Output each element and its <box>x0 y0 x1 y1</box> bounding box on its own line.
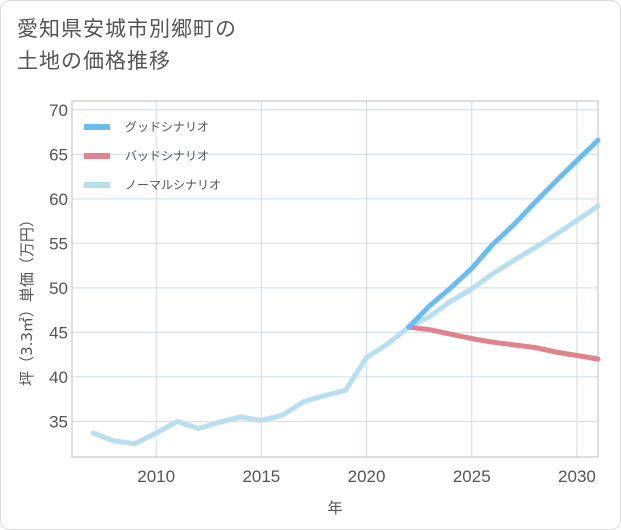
legend-label-normal: ノーマルシナリオ <box>125 178 221 192</box>
x-tick-label-2: 2020 <box>348 467 386 486</box>
grid-lines <box>72 101 598 457</box>
chart-title-line-1: 愛知県安城市別郷町の <box>17 17 237 41</box>
y-tick-label-1: 40 <box>49 368 68 387</box>
chart-title: 愛知県安城市別郷町の 土地の価格推移 <box>17 13 537 77</box>
series-line-good <box>406 137 601 330</box>
x-tick-label-1: 2015 <box>242 467 280 486</box>
x-axis-ticks: 2010 2015 2020 2025 2030 <box>137 467 596 486</box>
x-tick-label-0: 2010 <box>137 467 175 486</box>
y-axis-ticks: 35 40 45 50 55 60 65 70 <box>49 101 68 431</box>
x-tick-label-4: 2030 <box>558 467 596 486</box>
y-tick-label-3: 50 <box>49 279 68 298</box>
series-line-normal <box>90 203 601 447</box>
series-layer <box>90 137 601 447</box>
legend-label-bad: バッドシナリオ <box>125 149 209 163</box>
chart-title-line-2: 土地の価格推移 <box>17 49 171 73</box>
y-tick-label-2: 45 <box>49 323 68 342</box>
y-tick-label-4: 55 <box>49 234 68 253</box>
x-tick-label-3: 2025 <box>453 467 491 486</box>
y-tick-label-6: 65 <box>49 145 68 164</box>
legend-label-good: グッドシナリオ <box>125 120 209 134</box>
plot-area <box>71 100 599 458</box>
y-tick-label-7: 70 <box>49 101 68 120</box>
y-tick-label-5: 60 <box>49 190 68 209</box>
series-line-bad <box>406 324 601 362</box>
y-axis-label: 坪（3.3㎡）単価（万円） <box>18 212 36 386</box>
y-tick-label-0: 35 <box>49 412 68 431</box>
x-axis-label: 年 <box>327 499 342 517</box>
